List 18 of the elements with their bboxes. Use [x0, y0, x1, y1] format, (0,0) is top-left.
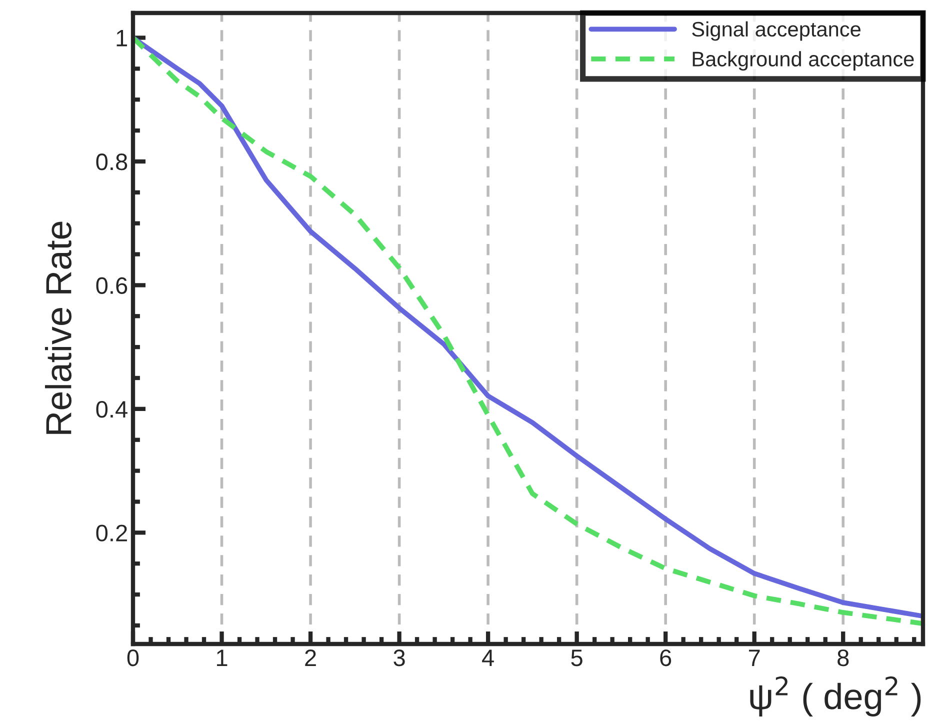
x-tick-label: 0: [127, 649, 139, 666]
x-tick-label: 4: [482, 650, 494, 666]
y-tick-label: 0.2: [96, 524, 127, 542]
x-tick-label: 2: [305, 649, 316, 666]
y-tick-label: 0.4: [96, 400, 128, 418]
y-axis-title: Relative Rate: [44, 222, 72, 434]
x-tick-label: 7: [748, 650, 760, 666]
y-tick-label: 1: [116, 30, 127, 46]
y-tick-label: 0.8: [96, 154, 128, 170]
x-axis-title: ψ$^{2}$ ( deg$^{2}$ ): [750, 676, 921, 717]
legend-label: Background acceptance: [692, 51, 914, 71]
x-tick-label: 5: [571, 650, 582, 666]
x-tick-label: 1: [217, 650, 228, 666]
x-tick-label: 3: [394, 649, 405, 666]
legend-label: Signal acceptance: [692, 21, 860, 41]
y-tick-label: 0.6: [96, 277, 128, 294]
x-tick-label: 8: [838, 649, 849, 666]
x-tick-label: 6: [660, 649, 672, 666]
